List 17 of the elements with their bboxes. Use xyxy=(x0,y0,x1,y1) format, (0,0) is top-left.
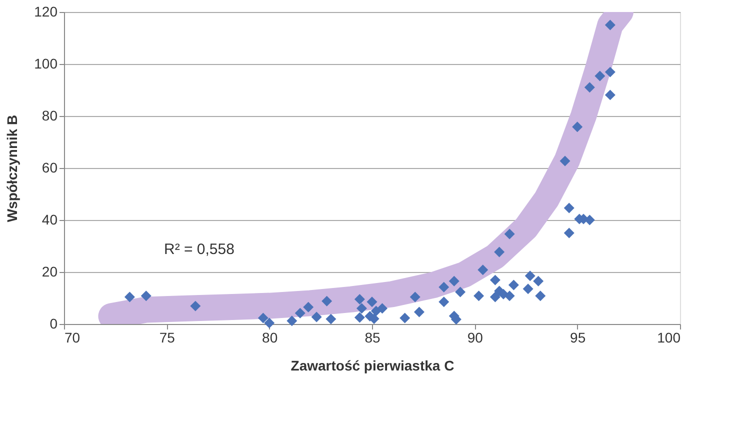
y-tick-label: 40 xyxy=(42,212,58,228)
y-tick-label: 100 xyxy=(34,56,58,72)
x-tick-label: 70 xyxy=(64,330,80,346)
x-tick-label: 80 xyxy=(262,330,278,346)
x-axis-title: Zawartość pierwiastka C xyxy=(290,358,454,374)
y-tick-label: 0 xyxy=(50,316,58,332)
y-axis-title: Współczynnik B xyxy=(4,114,20,222)
annotation: R² = 0,558 xyxy=(164,241,234,258)
x-tick-label: 85 xyxy=(364,330,380,346)
x-tick-label: 100 xyxy=(657,330,681,346)
y-tick-label: 20 xyxy=(42,264,58,280)
y-tick-label: 120 xyxy=(34,4,58,20)
y-tick-label: 80 xyxy=(42,108,58,124)
y-tick-label: 60 xyxy=(42,160,58,176)
x-tick-label: 75 xyxy=(159,330,176,346)
x-tick-label: 90 xyxy=(467,330,484,346)
x-tick-label: 95 xyxy=(570,330,586,346)
